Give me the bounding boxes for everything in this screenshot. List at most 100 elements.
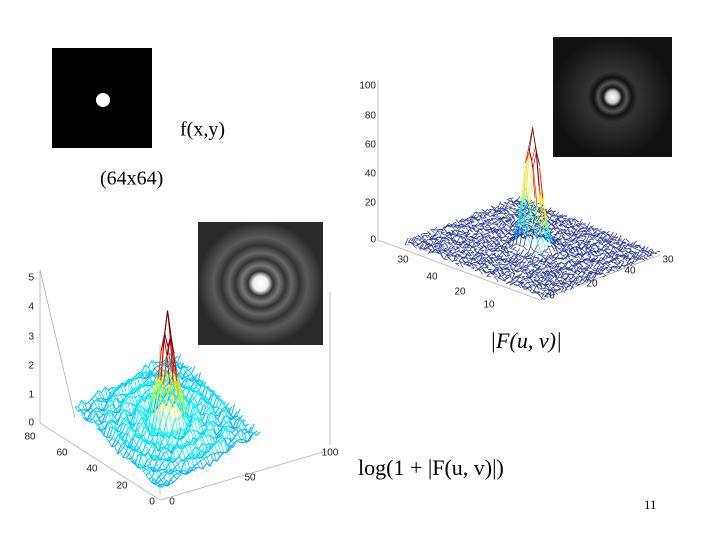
surface-mesh [109, 438, 112, 441]
surface-mesh [563, 255, 566, 256]
surface-mesh [446, 236, 450, 238]
surface-mesh [496, 241, 500, 242]
surface-mesh [487, 232, 490, 233]
surface-mesh [189, 367, 192, 370]
surface-mesh [418, 239, 422, 240]
surface-mesh [115, 446, 118, 454]
surface-mesh [485, 209, 488, 212]
surface-mesh [173, 479, 176, 482]
surface-mesh [468, 240, 471, 242]
surface-mesh [575, 233, 578, 237]
surface-mesh [535, 251, 539, 253]
surface-mesh [177, 475, 180, 479]
surface-mesh [222, 401, 225, 407]
surface-mesh [586, 263, 589, 264]
surface-mesh [226, 422, 229, 426]
z-tick-label: 0 [370, 235, 376, 246]
surface-mesh [137, 438, 140, 445]
surface-mesh [493, 257, 496, 259]
surface-mesh [175, 430, 178, 442]
surface-mesh [144, 380, 147, 384]
surface-mesh [95, 420, 98, 422]
surface-mesh [224, 419, 227, 422]
surface-mesh [528, 256, 532, 257]
y-tick-label: 30 [397, 255, 409, 266]
surface-mesh [453, 222, 456, 223]
surface-mesh [522, 276, 525, 277]
surface-mesh [197, 461, 200, 463]
surface-mesh [146, 469, 149, 472]
surface-mesh [191, 431, 194, 438]
surface-mesh [645, 246, 648, 251]
surface-mesh [505, 235, 509, 239]
surface-mesh [195, 398, 198, 404]
z-tick-label: 100 [359, 81, 376, 92]
surface-mesh [597, 251, 601, 254]
surface-mesh [166, 412, 169, 423]
surface-mesh [120, 451, 123, 457]
surface-mesh [146, 473, 149, 475]
surface-mesh [218, 438, 221, 441]
surface-mesh [587, 270, 591, 271]
surface-mesh [121, 416, 124, 418]
surface-mesh [497, 215, 501, 217]
surface-mesh [207, 455, 210, 458]
surface-mesh [200, 407, 203, 414]
surface-mesh [604, 239, 608, 240]
surface-mesh [505, 233, 508, 235]
surface-mesh [538, 243, 542, 255]
surface-mesh [495, 222, 499, 224]
surface-mesh [490, 246, 494, 247]
surface-mesh [213, 407, 216, 408]
surface-mesh [240, 415, 243, 418]
surface-mesh [606, 231, 609, 234]
surface-mesh [209, 408, 212, 412]
surface-mesh [163, 411, 166, 423]
surface-mesh [554, 261, 557, 262]
surface-mesh [531, 281, 534, 282]
surface-mesh [141, 424, 144, 427]
surface-mesh [100, 411, 103, 415]
surface-mesh [577, 240, 580, 241]
surface-mesh [161, 479, 164, 484]
x-tick-label: 20 [586, 279, 598, 290]
surface-mesh [583, 277, 586, 280]
surface-mesh [98, 398, 101, 399]
surface-mesh [155, 366, 158, 369]
surface-mesh [576, 282, 579, 284]
surface-mesh [217, 457, 220, 461]
surface-mesh [219, 401, 222, 408]
surface-mesh [473, 246, 476, 248]
surface-mesh [164, 452, 167, 454]
surface-mesh [112, 430, 115, 439]
surface-mesh [612, 270, 615, 271]
surface-mesh [87, 408, 90, 409]
surface-mesh [588, 231, 591, 232]
surface-mesh [163, 463, 166, 470]
surface-mesh [624, 248, 628, 249]
y-tick-label: 20 [454, 287, 466, 298]
surface-mesh [164, 311, 167, 339]
surface-mesh [239, 427, 242, 430]
surface-mesh [188, 374, 191, 376]
magnitude-label: |F(u, v)| [490, 328, 562, 353]
surface-mesh [113, 398, 116, 402]
surface-mesh [533, 287, 536, 292]
surface-mesh [524, 282, 527, 285]
surface-mesh [630, 242, 634, 245]
surface-mesh [98, 423, 101, 424]
surface-mesh [616, 244, 620, 245]
surface-mesh [191, 398, 194, 400]
surface-mesh [444, 259, 448, 260]
surface-mesh [165, 436, 168, 443]
surface-mesh [421, 233, 424, 234]
surface-mesh [86, 420, 89, 421]
surface-mesh [564, 258, 568, 259]
surface-mesh [160, 411, 163, 427]
surface-mesh [631, 245, 634, 246]
surface-mesh [140, 435, 143, 437]
surface-mesh [177, 473, 180, 474]
surface-mesh [453, 236, 456, 237]
surface-mesh [172, 418, 175, 428]
surface-mesh [158, 477, 161, 479]
